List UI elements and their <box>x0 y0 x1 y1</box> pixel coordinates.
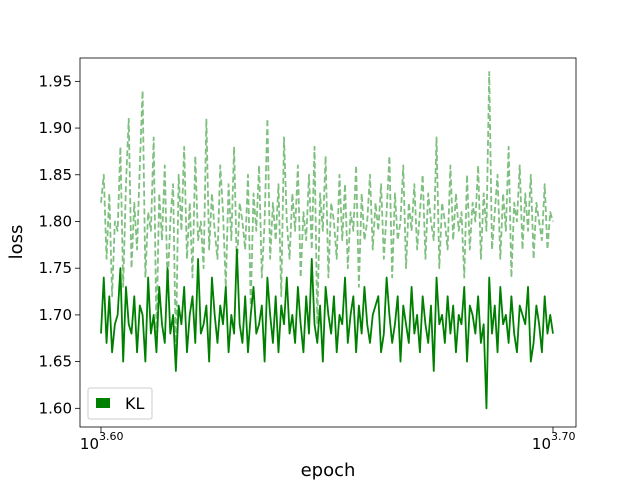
y-tick-label: 1.60 <box>39 399 72 417</box>
y-tick-label: 1.70 <box>39 306 72 324</box>
plot-area <box>79 57 577 428</box>
series-line-dashed <box>100 71 554 354</box>
legend-label-kl: KL <box>125 394 144 413</box>
y-axis-ticks: 1.60 1.65 1.70 1.75 1.80 1.85 1.90 1.95 <box>39 72 80 417</box>
legend-swatch-kl <box>96 398 110 408</box>
axes-frame <box>79 57 577 428</box>
legend: KL <box>87 387 153 420</box>
legend-frame <box>87 387 153 420</box>
x-tick-exponent: 3.70 <box>551 430 576 443</box>
x-tick-label: 10 <box>80 435 99 453</box>
x-tick-label: 10 <box>532 435 551 453</box>
y-tick-label: 1.85 <box>39 166 72 184</box>
y-tick-label: 1.95 <box>39 72 72 90</box>
x-axis-label: epoch <box>301 460 356 480</box>
x-tick-exponent: 3.60 <box>99 430 124 443</box>
y-tick-label: 1.90 <box>39 119 72 137</box>
x-axis-ticks: 10 3.60 10 3.70 <box>80 427 576 453</box>
series-line-kl <box>100 248 554 410</box>
y-tick-label: 1.65 <box>39 353 72 371</box>
y-tick-label: 1.75 <box>39 259 72 277</box>
series-layer <box>100 71 554 410</box>
y-tick-label: 1.80 <box>39 212 72 230</box>
y-axis-label: loss <box>6 225 27 260</box>
